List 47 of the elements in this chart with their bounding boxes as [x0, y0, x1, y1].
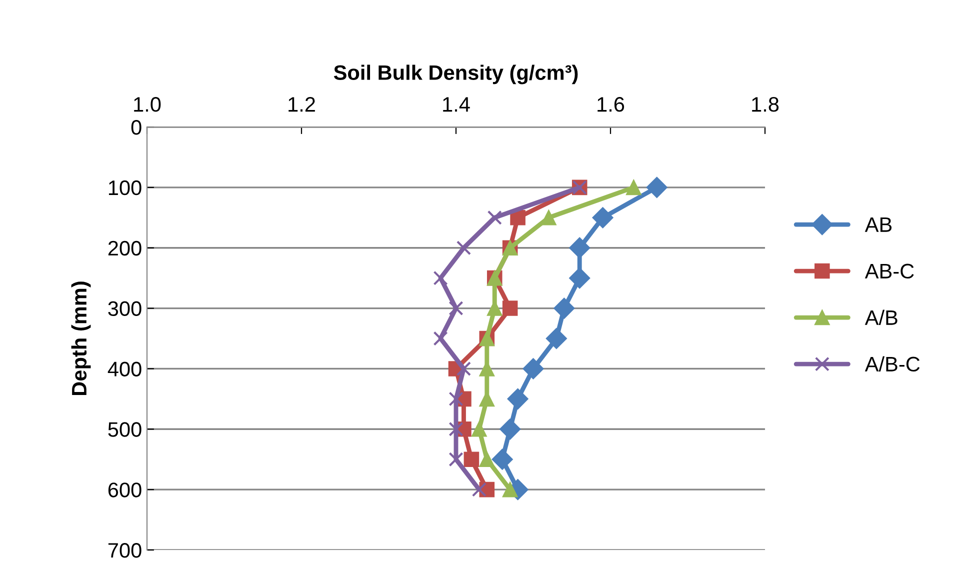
- point: [456, 240, 472, 256]
- point: [448, 422, 464, 436]
- x-axis-title: Soil Bulk Density (g/cm³): [334, 64, 578, 84]
- legend-label: A/B: [864, 310, 898, 326]
- point: [646, 176, 668, 198]
- point: [464, 452, 480, 467]
- y-tick-label: 400: [108, 362, 142, 376]
- point: [592, 207, 614, 228]
- x-tick-label: 1.4: [443, 97, 470, 112]
- point: [510, 210, 526, 226]
- point: [507, 388, 528, 410]
- legend-label: A/B-C: [864, 356, 920, 372]
- point: [492, 448, 513, 470]
- point: [472, 482, 486, 497]
- point: [448, 392, 464, 406]
- point: [522, 358, 544, 380]
- point: [433, 331, 448, 346]
- point: [487, 210, 502, 225]
- y-tick-label: 700: [108, 543, 142, 558]
- y-tick-label: 0: [131, 120, 142, 135]
- x-tick-label: 1.2: [288, 97, 315, 112]
- point: [448, 452, 464, 467]
- point: [500, 418, 521, 440]
- point: [472, 422, 487, 437]
- point: [502, 300, 518, 316]
- y-tick-label: 500: [108, 422, 142, 437]
- legend-label: AB: [864, 218, 892, 232]
- point: [569, 237, 590, 258]
- x-tick-label: 1.8: [752, 97, 779, 112]
- point: [569, 268, 590, 289]
- x-tick-label: 1.6: [598, 97, 624, 112]
- point: [541, 210, 556, 226]
- point: [456, 361, 472, 376]
- point: [502, 482, 518, 498]
- y-tick-label: 100: [108, 180, 142, 196]
- point: [546, 328, 567, 350]
- y-tick-label: 300: [108, 301, 142, 316]
- point: [626, 180, 642, 196]
- legend-label: AB-C: [864, 264, 914, 279]
- point: [554, 298, 575, 319]
- point: [448, 300, 464, 316]
- y-tick-label: 600: [108, 482, 142, 498]
- point: [479, 452, 495, 467]
- x-tick-label: 1.0: [134, 97, 161, 112]
- y-tick-label: 200: [108, 240, 142, 256]
- y-axis-title: Depth (mm): [71, 282, 91, 395]
- point: [433, 270, 448, 286]
